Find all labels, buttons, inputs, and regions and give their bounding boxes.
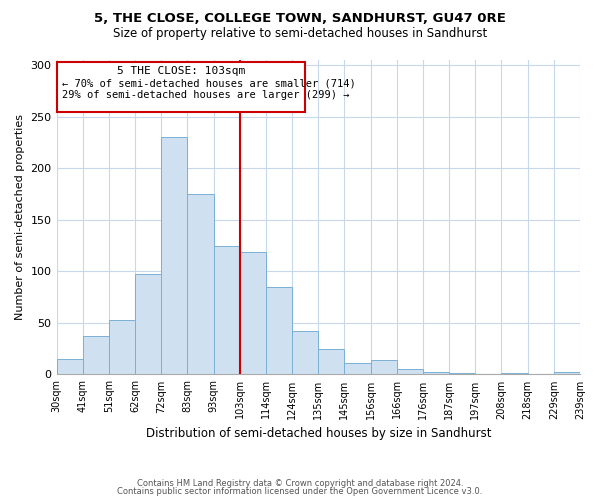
Bar (161, 138, 187, 374)
Bar (56, 359, 83, 374)
Bar (83, 336, 109, 374)
Bar (240, 252, 266, 374)
X-axis label: Distribution of semi-detached houses by size in Sandhurst: Distribution of semi-detached houses by … (146, 427, 491, 440)
Bar (135, 274, 161, 374)
Bar (554, 372, 580, 374)
Bar (266, 287, 292, 374)
Text: Size of property relative to semi-detached houses in Sandhurst: Size of property relative to semi-detach… (113, 28, 487, 40)
Bar (292, 331, 318, 374)
Y-axis label: Number of semi-detached properties: Number of semi-detached properties (15, 114, 25, 320)
Bar (397, 370, 423, 374)
Bar (187, 194, 214, 374)
Text: ← 70% of semi-detached houses are smaller (714): ← 70% of semi-detached houses are smalle… (62, 78, 356, 88)
Text: 5, THE CLOSE, COLLEGE TOWN, SANDHURST, GU47 0RE: 5, THE CLOSE, COLLEGE TOWN, SANDHURST, G… (94, 12, 506, 26)
Bar (371, 360, 397, 374)
Bar (344, 363, 371, 374)
Bar (318, 348, 344, 374)
Bar (423, 372, 449, 374)
Bar (214, 246, 240, 374)
Text: Contains HM Land Registry data © Crown copyright and database right 2024.: Contains HM Land Registry data © Crown c… (137, 478, 463, 488)
Text: 5 THE CLOSE: 103sqm: 5 THE CLOSE: 103sqm (117, 66, 245, 76)
FancyBboxPatch shape (56, 62, 305, 112)
Text: 29% of semi-detached houses are larger (299) →: 29% of semi-detached houses are larger (… (62, 90, 349, 100)
Bar (109, 320, 135, 374)
Text: Contains public sector information licensed under the Open Government Licence v3: Contains public sector information licen… (118, 487, 482, 496)
